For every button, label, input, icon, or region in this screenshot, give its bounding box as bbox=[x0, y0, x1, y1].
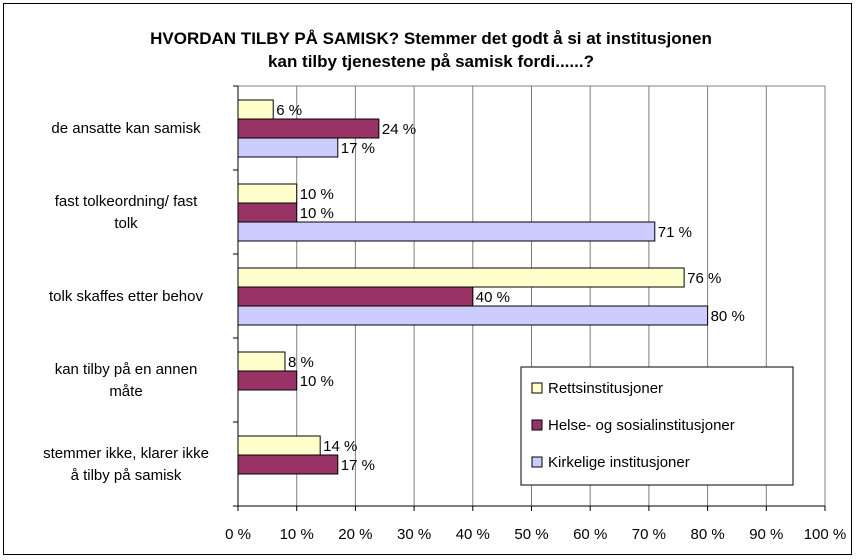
category-label: kan tilby på en annen bbox=[55, 361, 198, 378]
data-label: 71 % bbox=[658, 224, 692, 241]
x-tick-label: 100 % bbox=[804, 526, 847, 543]
bar bbox=[237, 118, 380, 139]
data-label: 76 % bbox=[687, 270, 721, 287]
x-tick-label: 10 % bbox=[280, 526, 314, 543]
legend-swatch bbox=[531, 419, 543, 431]
legend-label: Rettsinstitusjoner bbox=[548, 380, 663, 397]
bar bbox=[237, 99, 274, 120]
legend-label: Kirkelige institusjoner bbox=[548, 454, 690, 471]
data-label: 8 % bbox=[288, 354, 314, 371]
bar bbox=[237, 137, 339, 158]
bar bbox=[237, 454, 339, 475]
category-labels: de ansatte kan samisk fast tolkeordning/ … bbox=[43, 120, 209, 484]
bar bbox=[237, 351, 286, 372]
legend: Rettsinstitusjoner Helse- og sosialinstit… bbox=[520, 366, 794, 486]
chart-title-line-2: kan tilby tjenestene på samisk fordi....… bbox=[268, 52, 594, 71]
category-label: de ansatte kan samisk bbox=[51, 120, 201, 137]
bar-chart: HVORDAN TILBY PÅ SAMISK? Stemmer det god… bbox=[43, 29, 846, 543]
chart-frame: HVORDAN TILBY PÅ SAMISK? Stemmer det god… bbox=[3, 3, 852, 555]
data-label: 10 % bbox=[300, 186, 334, 203]
category-label: måte bbox=[109, 383, 142, 400]
data-label: 14 % bbox=[323, 438, 357, 455]
data-labels: 6 % 24 % 17 % 10 % 10 % 71 % 76 % 40 % 80 % 8 % 10… bbox=[276, 102, 745, 474]
bar bbox=[237, 267, 685, 288]
x-tick-label: 90 % bbox=[749, 526, 783, 543]
bar bbox=[237, 183, 298, 204]
category-label: stemmer ikke, klarer ikke bbox=[43, 445, 209, 462]
bar bbox=[237, 286, 474, 307]
x-tick-label: 20 % bbox=[338, 526, 372, 543]
x-tick-label: 50 % bbox=[514, 526, 548, 543]
data-label: 10 % bbox=[300, 205, 334, 222]
data-label: 6 % bbox=[276, 102, 302, 119]
bar bbox=[237, 370, 298, 391]
x-tick-label: 30 % bbox=[397, 526, 431, 543]
x-tick-label: 60 % bbox=[573, 526, 607, 543]
bar bbox=[237, 221, 656, 242]
data-label: 17 % bbox=[341, 140, 375, 157]
bar bbox=[237, 305, 709, 326]
x-tick-label: 70 % bbox=[632, 526, 666, 543]
bar bbox=[237, 202, 298, 223]
x-tick-labels: 0 % 10 % 20 % 30 % 40 % 50 % 60 % 70 % 80 % 90 % 1… bbox=[225, 526, 846, 543]
legend-box bbox=[520, 366, 794, 486]
data-label: 40 % bbox=[476, 289, 510, 306]
axes bbox=[233, 85, 826, 511]
category-label: tolk bbox=[114, 215, 138, 232]
bars bbox=[237, 99, 709, 475]
data-label: 17 % bbox=[341, 457, 375, 474]
legend-label: Helse- og sosialinstitusjoner bbox=[548, 417, 735, 434]
data-label: 24 % bbox=[382, 121, 416, 138]
legend-swatch bbox=[531, 382, 543, 394]
category-label: tolk skaffes etter behov bbox=[49, 288, 203, 305]
chart-title-line-1: HVORDAN TILBY PÅ SAMISK? Stemmer det god… bbox=[150, 29, 712, 48]
category-label: å tilby på samisk bbox=[71, 467, 182, 484]
data-label: 10 % bbox=[300, 373, 334, 390]
chart-title: HVORDAN TILBY PÅ SAMISK? Stemmer det god… bbox=[150, 29, 712, 71]
bar bbox=[237, 435, 321, 456]
x-tick-label: 80 % bbox=[690, 526, 724, 543]
x-tick-label: 0 % bbox=[225, 526, 251, 543]
legend-swatch bbox=[531, 456, 543, 468]
data-label: 80 % bbox=[711, 308, 745, 325]
x-tick-label: 40 % bbox=[456, 526, 490, 543]
category-label: fast tolkeordning/ fast bbox=[55, 193, 198, 210]
